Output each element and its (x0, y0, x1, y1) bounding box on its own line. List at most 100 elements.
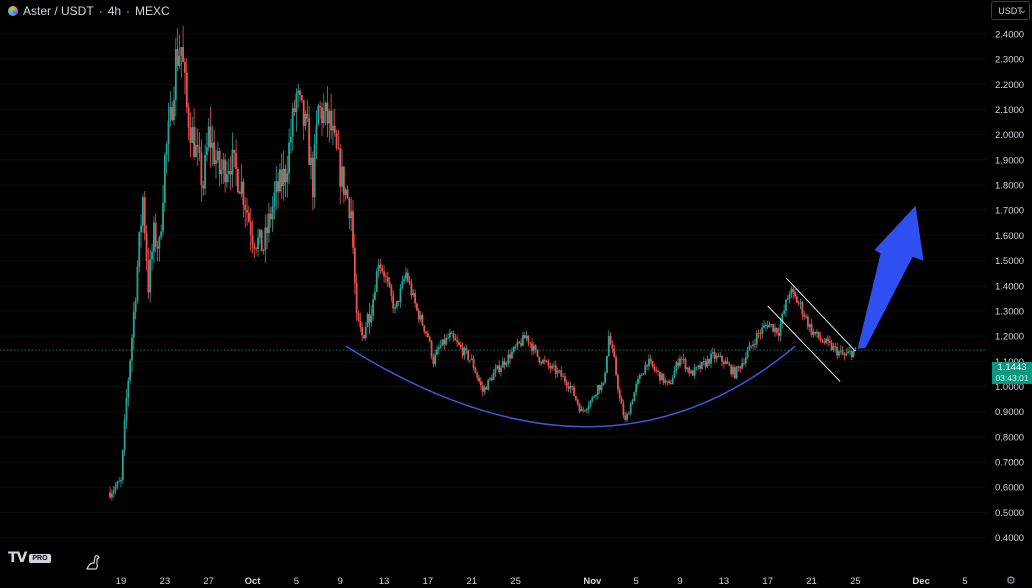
candle-body (666, 380, 669, 382)
candle-body (140, 225, 142, 233)
candle-body (763, 325, 765, 328)
candle-body (574, 396, 577, 400)
last-price-tag: 1.1443 03:43:01 (992, 362, 1032, 384)
candle-body (355, 282, 358, 314)
candle-body (423, 325, 426, 332)
candle-body (421, 315, 424, 326)
candle-body (686, 367, 689, 370)
candle-body (582, 409, 585, 411)
candle-body (112, 490, 115, 494)
interval-label: 4h (107, 4, 122, 18)
candle-body (447, 337, 449, 339)
candle-body (185, 72, 188, 108)
settings-gear-icon[interactable]: ⚙ (1006, 575, 1016, 587)
candle-body (512, 346, 515, 352)
y-tick-label: 2.3000 (995, 55, 1024, 66)
dinosaur-icon[interactable] (84, 552, 104, 572)
candle-body (821, 340, 824, 343)
candle-body (436, 349, 438, 355)
y-tick-label: 0.5000 (995, 508, 1024, 519)
candle-body (364, 326, 367, 339)
candle-body (240, 181, 243, 194)
candle-body (481, 385, 484, 392)
candle-body (319, 105, 322, 108)
currency-button[interactable]: USDT (991, 1, 1030, 20)
x-tick-label: 5 (962, 576, 967, 587)
candle-body (434, 354, 437, 365)
chevron-down-icon[interactable]: ⌄ (1018, 4, 1028, 16)
candle-body (324, 102, 327, 111)
candle-body (827, 338, 829, 341)
candle-body (176, 49, 179, 66)
candle-body (673, 370, 676, 379)
candle-body (644, 364, 647, 374)
candle-body (671, 378, 674, 385)
bullish-arrow-icon[interactable] (857, 205, 924, 349)
candle-body (445, 337, 448, 345)
candle-body (792, 288, 795, 293)
channel-lower-line[interactable] (767, 305, 841, 382)
candle-body (706, 358, 709, 367)
candle-body (428, 337, 431, 341)
candle-body (554, 365, 557, 374)
candle-body (149, 259, 152, 293)
candle-body (160, 231, 163, 238)
tradingview-logo[interactable]: TV PRO (8, 550, 51, 566)
candle-body (728, 363, 731, 366)
candle-body (390, 286, 393, 296)
candle-body (516, 341, 519, 347)
chart-annotations[interactable] (345, 205, 924, 428)
candle-body (615, 357, 617, 375)
candle-body (587, 405, 590, 410)
candle-body (501, 361, 504, 368)
candle-body (456, 340, 459, 343)
candle-body (479, 381, 482, 386)
candle-body (797, 302, 800, 304)
candle-body (353, 247, 356, 283)
candle-body (803, 314, 806, 317)
candle-body (564, 376, 566, 383)
candle-body (494, 368, 497, 373)
price-axis[interactable]: 2.4000 2.3000 2.2000 2.1000 2.0000 1.9000 1.80… (995, 30, 1024, 545)
candle-body (120, 480, 122, 482)
y-tick-label: 1.4000 (995, 281, 1024, 292)
candle-body (799, 302, 802, 304)
candle-body (779, 323, 782, 336)
candle-body (443, 339, 446, 345)
candle-body (251, 234, 254, 246)
candle-body (189, 128, 192, 143)
candle-body (142, 197, 144, 226)
candle-body (286, 173, 289, 183)
candle-body (839, 350, 842, 352)
y-tick-label: 2.0000 (995, 130, 1024, 141)
candle-body (627, 413, 630, 415)
candle-body (306, 113, 309, 119)
channel-upper-line[interactable] (786, 277, 856, 352)
candle-body (284, 168, 287, 183)
candle-body (216, 151, 219, 160)
candle-body (816, 331, 818, 334)
candle-body (622, 403, 625, 416)
y-tick-label: 0.4000 (995, 533, 1024, 544)
candle-body (726, 361, 729, 364)
candle-body (282, 168, 285, 187)
candle-body (761, 327, 764, 334)
candle-body (333, 125, 336, 133)
header-separator: · (98, 4, 103, 18)
candle-body (419, 315, 422, 320)
candle-body (679, 358, 681, 366)
rounded-bottom-curve[interactable] (345, 345, 796, 428)
candle-body (596, 385, 599, 395)
candle-body (693, 367, 696, 376)
candle-body (808, 324, 811, 327)
symbol-header[interactable]: Aster / USDT · 4h · MEXC (8, 4, 170, 18)
candle-body (646, 364, 649, 367)
candle-body (503, 361, 506, 366)
time-axis[interactable]: 19 23 27 Oct 5 9 13 17 21 25 Nov 5 9 13 17 21 25 Dec 5 (116, 576, 968, 587)
candle-body (300, 95, 303, 100)
candle-body (810, 324, 813, 335)
candle-body (841, 350, 844, 355)
x-tick-label: 17 (762, 576, 773, 587)
x-tick-label: 23 (160, 576, 171, 587)
